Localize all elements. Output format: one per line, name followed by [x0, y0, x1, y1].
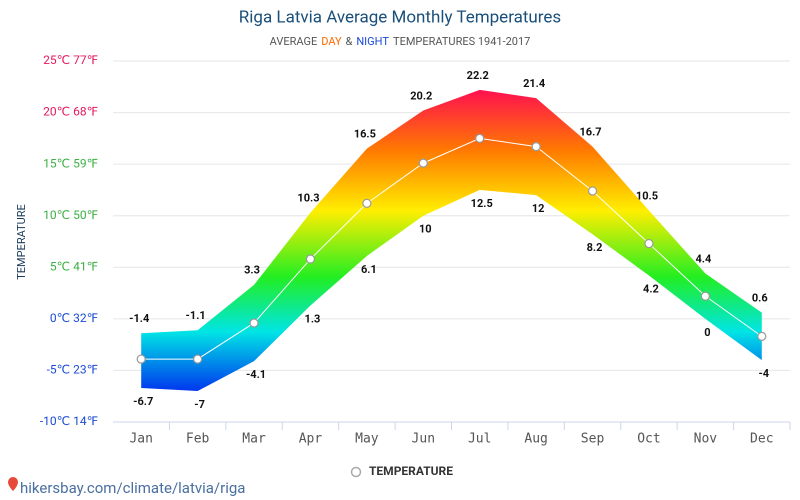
night-label: -4.1: [246, 368, 266, 381]
legend-marker: [350, 466, 362, 478]
day-label: 10.3: [297, 192, 319, 205]
average-point: [418, 158, 428, 168]
y-tick-label: -10℃ 14℉: [40, 414, 98, 428]
night-label: 12.5: [471, 197, 493, 210]
average-point: [193, 354, 203, 364]
y-tick-label: 10℃ 50℉: [43, 208, 98, 222]
day-label: -1.4: [129, 312, 150, 325]
subtitle-part: TEMPERATURES 1941-2017: [393, 35, 530, 48]
x-tick-label: Jun: [412, 432, 435, 447]
average-point: [305, 254, 316, 264]
y-tick-label: 20℃ 68℉: [43, 105, 98, 119]
night-label: 12: [532, 202, 545, 215]
average-point: [587, 186, 598, 196]
night-label: 4.2: [643, 282, 659, 295]
pin-icon: [8, 477, 18, 491]
x-tick-label: Apr: [299, 432, 323, 447]
footer: hikersbay.com/climate/latvia/riga: [20, 479, 245, 497]
day-label: 10.5: [636, 189, 658, 202]
day-label: 16.5: [354, 128, 376, 141]
x-tick-label: May: [355, 432, 379, 447]
day-label: 20.2: [410, 89, 432, 102]
legend-label[interactable]: TEMPERATURE: [369, 464, 453, 478]
day-label: -1.1: [186, 309, 206, 322]
average-point: [644, 238, 654, 249]
y-tick-label: 5℃ 41℉: [50, 259, 98, 273]
subtitle-part: NIGHT: [356, 35, 389, 48]
day-label: 3.3: [244, 264, 260, 277]
night-label: -6.7: [133, 395, 153, 408]
x-tick-label: Jul: [468, 432, 491, 447]
y-tick-label: 25℃ 77℉: [43, 53, 98, 67]
night-label: 0: [704, 326, 710, 339]
x-tick-label: Dec: [750, 432, 773, 447]
day-label: 22.2: [467, 69, 489, 82]
y-tick-label: -5℃ 23℉: [47, 363, 98, 377]
x-tick-label: Sep: [581, 432, 605, 447]
night-label: 10: [419, 223, 432, 236]
subtitle-part: AVERAGE: [270, 35, 318, 48]
day-label: 4.4: [695, 252, 712, 265]
subtitle: AVERAGE DAY & NIGHT TEMPERATURES 1941-2017: [270, 35, 531, 48]
night-label: -7: [194, 398, 205, 411]
x-tick-label: Aug: [524, 432, 547, 447]
night-label: 8.2: [587, 241, 603, 254]
day-label: 21.4: [523, 77, 546, 90]
day-label: 16.7: [579, 126, 601, 139]
y-tick-label: 15℃ 59℉: [43, 156, 98, 170]
average-point: [757, 331, 767, 341]
night-label: 1.3: [305, 312, 321, 325]
subtitle-part: &: [345, 35, 352, 48]
average-point: [249, 318, 259, 328]
average-point: [136, 354, 146, 364]
average-point: [475, 133, 485, 143]
x-tick-label: Mar: [242, 432, 266, 447]
y-axis-label: TEMPERATURE: [15, 204, 28, 280]
y-tick-label: 0℃ 32℉: [50, 311, 98, 325]
subtitle-part: DAY: [321, 35, 342, 48]
average-line: [141, 137, 763, 360]
average-point: [362, 198, 372, 208]
night-label: -4: [758, 367, 769, 380]
average-point: [531, 142, 541, 152]
chart-title: Riga Latvia Average Monthly Temperatures: [239, 7, 561, 27]
x-tick-label: Jan: [129, 432, 152, 447]
x-tick-label: Feb: [186, 432, 210, 447]
average-point: [700, 291, 710, 301]
temperature-band: [141, 89, 762, 392]
night-label: 6.1: [361, 263, 377, 276]
x-tick-label: Oct: [637, 432, 660, 447]
x-tick-label: Nov: [694, 432, 718, 447]
day-label: 0.6: [752, 292, 768, 305]
